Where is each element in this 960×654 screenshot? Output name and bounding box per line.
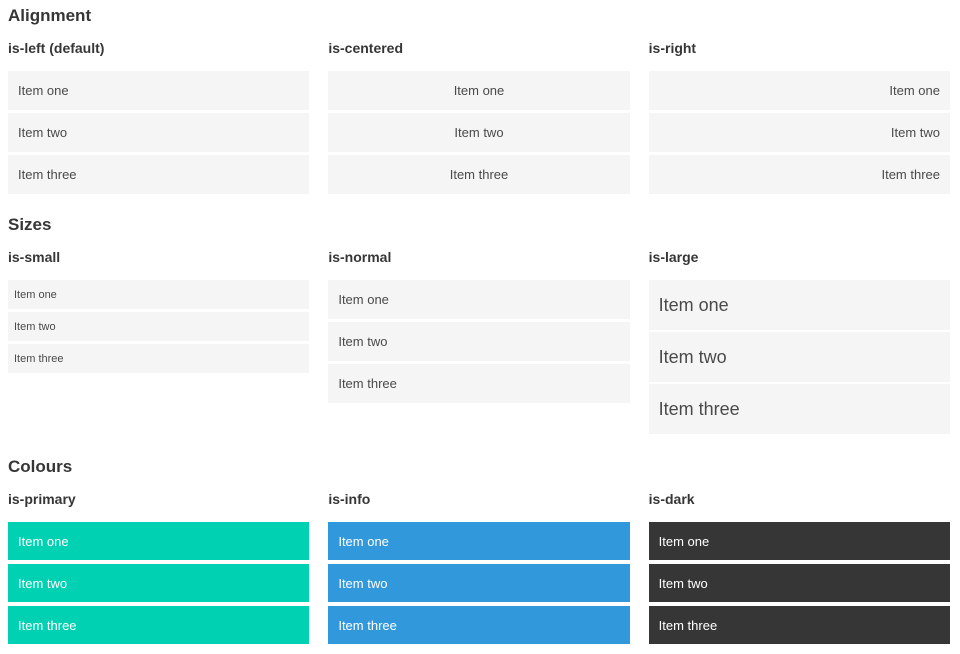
item-list-small: Item one Item two Item three (8, 280, 310, 373)
list-item[interactable]: Item one (328, 280, 630, 319)
section-colours: Colours is-primary Item one Item two Ite… (8, 456, 950, 648)
list-item[interactable]: Item one (328, 522, 630, 560)
column-is-dark: is-dark Item one Item two Item three (648, 491, 950, 648)
list-item[interactable]: Item one (8, 522, 310, 560)
column-heading-is-normal: is-normal (328, 249, 392, 265)
section-title-alignment: Alignment (8, 6, 92, 25)
column-is-right: is-right Item one Item two Item three (648, 40, 950, 194)
list-item[interactable]: Item three (8, 155, 310, 194)
list-item[interactable]: Item two (648, 332, 950, 382)
column-heading-is-primary: is-primary (8, 491, 76, 507)
column-heading-is-dark: is-dark (648, 491, 695, 507)
item-list-left: Item one Item two Item three (8, 71, 310, 194)
list-item[interactable]: Item three (648, 155, 950, 194)
list-item[interactable]: Item three (328, 364, 630, 403)
column-heading-is-left: is-left (default) (8, 40, 105, 56)
section-alignment: Alignment is-left (default) Item one Ite… (8, 5, 950, 194)
list-item[interactable]: Item two (648, 113, 950, 152)
list-item[interactable]: Item two (328, 113, 630, 152)
column-is-left: is-left (default) Item one Item two Item… (8, 40, 310, 194)
column-is-normal: is-normal Item one Item two Item three (328, 249, 630, 436)
item-list-primary: Item one Item two Item three (8, 522, 310, 644)
list-item[interactable]: Item one (648, 71, 950, 110)
alignment-columns: is-left (default) Item one Item two Item… (8, 40, 950, 194)
column-heading-is-small: is-small (8, 249, 61, 265)
list-item[interactable]: Item one (328, 71, 630, 110)
list-item[interactable]: Item two (328, 322, 630, 361)
list-item[interactable]: Item two (648, 564, 950, 602)
column-is-centered: is-centered Item one Item two Item three (328, 40, 630, 194)
column-is-primary: is-primary Item one Item two Item three (8, 491, 310, 648)
item-list-centered: Item one Item two Item three (328, 71, 630, 194)
list-item[interactable]: Item one (8, 280, 310, 309)
column-heading-is-info: is-info (328, 491, 371, 507)
colours-columns: is-primary Item one Item two Item three … (8, 491, 950, 648)
column-heading-is-centered: is-centered (328, 40, 404, 56)
list-item[interactable]: Item two (8, 113, 310, 152)
item-list-normal: Item one Item two Item three (328, 280, 630, 403)
column-heading-is-right: is-right (648, 40, 697, 56)
list-item[interactable]: Item one (648, 522, 950, 560)
list-item[interactable]: Item three (328, 606, 630, 644)
item-list-large: Item one Item two Item three (648, 280, 950, 434)
list-item[interactable]: Item three (328, 155, 630, 194)
section-sizes: Sizes is-small Item one Item two Item th… (8, 214, 950, 436)
list-item[interactable]: Item two (8, 312, 310, 341)
item-list-info: Item one Item two Item three (328, 522, 630, 644)
item-list-right: Item one Item two Item three (648, 71, 950, 194)
sizes-columns: is-small Item one Item two Item three is… (8, 249, 950, 436)
list-item[interactable]: Item one (648, 280, 950, 330)
list-item[interactable]: Item three (648, 606, 950, 644)
list-item[interactable]: Item three (648, 384, 950, 434)
list-item[interactable]: Item two (328, 564, 630, 602)
list-item[interactable]: Item one (8, 71, 310, 110)
section-title-colours: Colours (8, 457, 73, 476)
column-heading-is-large: is-large (648, 249, 699, 265)
list-item[interactable]: Item three (8, 344, 310, 373)
section-title-sizes: Sizes (8, 215, 52, 234)
column-is-info: is-info Item one Item two Item three (328, 491, 630, 648)
column-is-small: is-small Item one Item two Item three (8, 249, 310, 436)
column-is-large: is-large Item one Item two Item three (648, 249, 950, 436)
item-list-dark: Item one Item two Item three (648, 522, 950, 644)
list-item[interactable]: Item three (8, 606, 310, 644)
list-item[interactable]: Item two (8, 564, 310, 602)
